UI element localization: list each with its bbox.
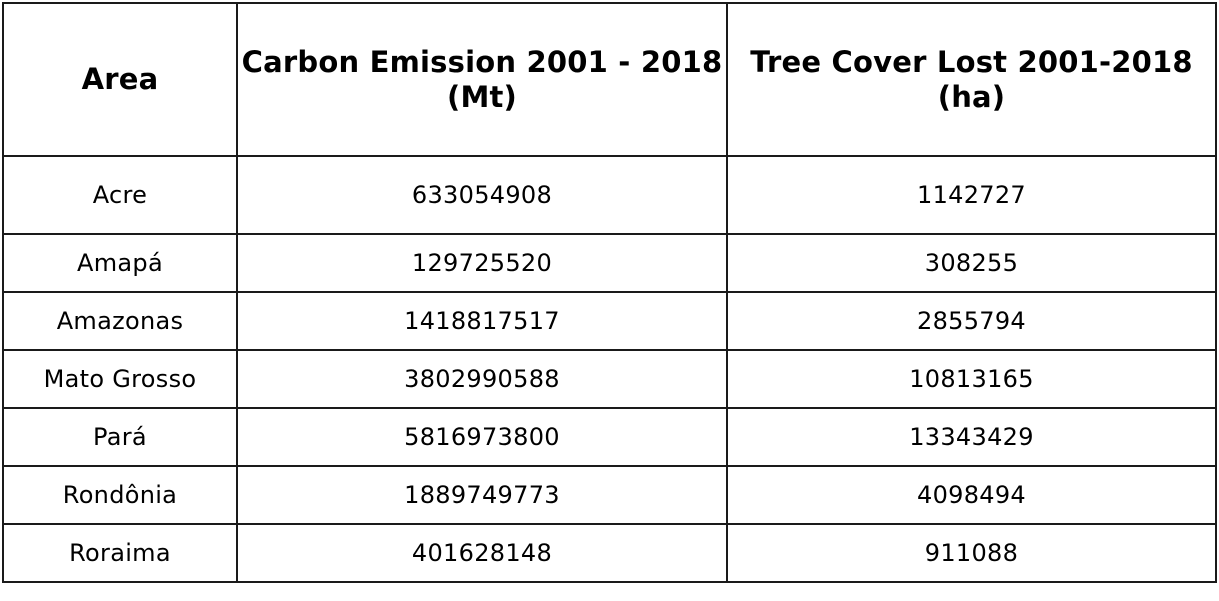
header-row: Area Carbon Emission 2001 - 2018 (Mt) Tr… (2, 2, 1217, 157)
cell-carbon-emission: 401628148 (236, 523, 728, 583)
table-row: Rondônia 1889749773 4098494 (2, 465, 1217, 525)
cell-carbon-emission: 1418817517 (236, 291, 728, 351)
cell-tree-cover-lost: 2855794 (726, 291, 1217, 351)
cell-tree-cover-lost: 13343429 (726, 407, 1217, 467)
cell-carbon-emission: 3802990588 (236, 349, 728, 409)
cell-carbon-emission: 5816973800 (236, 407, 728, 467)
cell-area: Rondônia (2, 465, 238, 525)
table-row: Amazonas 1418817517 2855794 (2, 291, 1217, 351)
header-tree-cover-lost: Tree Cover Lost 2001-2018 (ha) (726, 2, 1217, 157)
cell-area: Amapá (2, 233, 238, 293)
cell-area: Acre (2, 155, 238, 235)
table-row: Amapá 129725520 308255 (2, 233, 1217, 293)
cell-carbon-emission: 1889749773 (236, 465, 728, 525)
cell-area: Mato Grosso (2, 349, 238, 409)
cell-tree-cover-lost: 911088 (726, 523, 1217, 583)
cell-tree-cover-lost: 10813165 (726, 349, 1217, 409)
cell-tree-cover-lost: 4098494 (726, 465, 1217, 525)
data-table: Area Carbon Emission 2001 - 2018 (Mt) Tr… (2, 2, 1217, 583)
cell-area: Amazonas (2, 291, 238, 351)
cell-area: Pará (2, 407, 238, 467)
table-row: Pará 5816973800 13343429 (2, 407, 1217, 467)
table-row: Acre 633054908 1142727 (2, 155, 1217, 235)
cell-carbon-emission: 633054908 (236, 155, 728, 235)
cell-tree-cover-lost: 1142727 (726, 155, 1217, 235)
cell-area: Roraima (2, 523, 238, 583)
table-row: Roraima 401628148 911088 (2, 523, 1217, 583)
cell-carbon-emission: 129725520 (236, 233, 728, 293)
table-row: Mato Grosso 3802990588 10813165 (2, 349, 1217, 409)
header-area: Area (2, 2, 238, 157)
header-carbon-emission: Carbon Emission 2001 - 2018 (Mt) (236, 2, 728, 157)
cell-tree-cover-lost: 308255 (726, 233, 1217, 293)
